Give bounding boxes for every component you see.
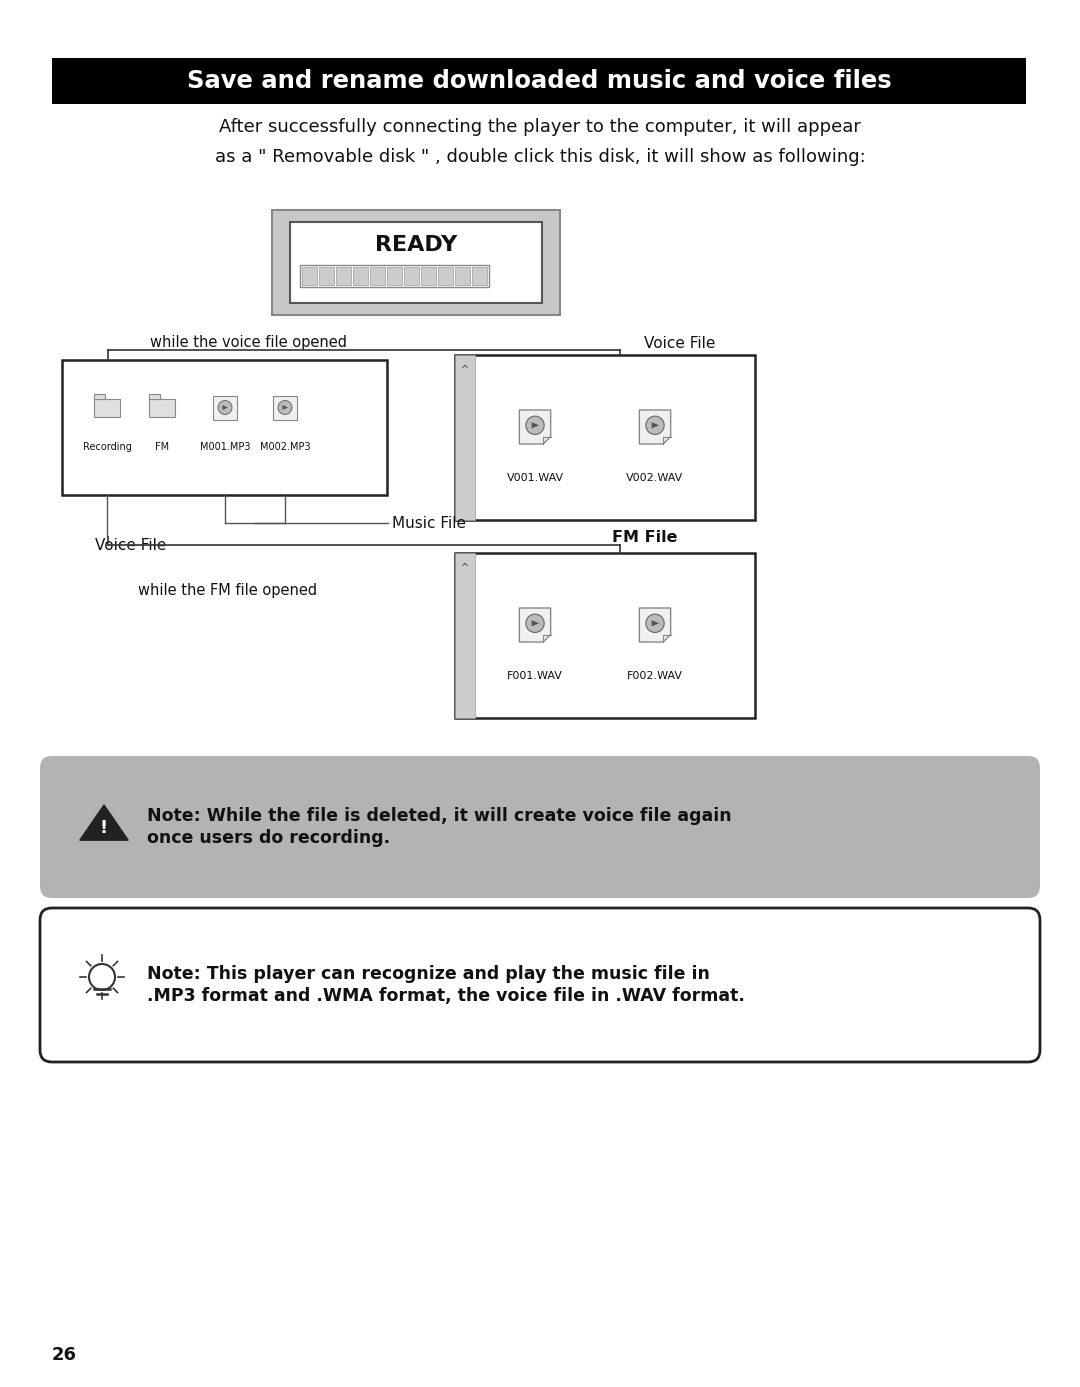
Text: F001.WAV: F001.WAV xyxy=(508,671,563,681)
Text: M002.MP3: M002.MP3 xyxy=(259,442,310,452)
Bar xyxy=(273,395,297,420)
Bar xyxy=(455,268,470,284)
Bar xyxy=(94,394,105,399)
Bar xyxy=(387,268,402,284)
Bar xyxy=(300,265,489,287)
Text: !: ! xyxy=(100,818,108,836)
Bar xyxy=(404,268,419,284)
Bar xyxy=(438,268,453,284)
Circle shape xyxy=(646,416,664,434)
Bar xyxy=(336,268,351,284)
Circle shape xyxy=(526,614,544,632)
Text: Voice File: Voice File xyxy=(95,538,166,552)
Bar xyxy=(149,394,160,399)
Text: .MP3 format and .WMA format, the voice file in .WAV format.: .MP3 format and .WMA format, the voice f… xyxy=(147,988,745,1006)
Circle shape xyxy=(278,401,292,415)
Text: Note: While the file is deleted, it will create voice file again: Note: While the file is deleted, it will… xyxy=(147,807,731,825)
Bar xyxy=(94,399,120,417)
Text: V001.WAV: V001.WAV xyxy=(507,473,564,483)
Polygon shape xyxy=(222,405,228,411)
Polygon shape xyxy=(80,804,129,841)
Text: M001.MP3: M001.MP3 xyxy=(200,442,251,452)
Polygon shape xyxy=(639,411,671,444)
Bar xyxy=(214,395,237,420)
Bar xyxy=(455,553,475,718)
Bar xyxy=(455,553,755,718)
Polygon shape xyxy=(519,608,551,642)
Polygon shape xyxy=(531,422,539,429)
Text: F002.WAV: F002.WAV xyxy=(627,671,683,681)
Bar xyxy=(370,268,384,284)
Bar xyxy=(455,355,755,520)
Bar xyxy=(302,268,318,284)
Bar xyxy=(149,399,175,417)
Text: while the FM file opened: while the FM file opened xyxy=(138,583,318,598)
Text: while the voice file opened: while the voice file opened xyxy=(149,336,347,351)
Text: Save and rename downloaded music and voice files: Save and rename downloaded music and voi… xyxy=(187,69,891,93)
Text: READY: READY xyxy=(375,234,457,255)
Text: once users do recording.: once users do recording. xyxy=(147,829,390,847)
Text: FM File: FM File xyxy=(612,530,678,545)
Bar xyxy=(353,268,368,284)
Circle shape xyxy=(646,614,664,632)
Bar xyxy=(272,209,561,315)
Text: After successfully connecting the player to the computer, it will appear: After successfully connecting the player… xyxy=(219,118,861,136)
Bar xyxy=(319,268,334,284)
Polygon shape xyxy=(531,620,539,627)
Text: as a " Removable disk " , double click this disk, it will show as following:: as a " Removable disk " , double click t… xyxy=(215,148,865,166)
Text: FM: FM xyxy=(154,442,170,452)
Polygon shape xyxy=(282,405,288,411)
Bar xyxy=(52,58,1026,104)
Bar xyxy=(455,355,475,520)
Text: ^: ^ xyxy=(461,365,469,374)
Circle shape xyxy=(526,416,544,434)
Text: V002.WAV: V002.WAV xyxy=(626,473,684,483)
Text: Voice File: Voice File xyxy=(645,336,716,351)
Text: 26: 26 xyxy=(52,1345,77,1363)
Polygon shape xyxy=(651,422,659,429)
Bar xyxy=(472,268,487,284)
FancyBboxPatch shape xyxy=(40,756,1040,897)
Polygon shape xyxy=(519,411,551,444)
Text: Note: This player can recognize and play the music file in: Note: This player can recognize and play… xyxy=(147,965,710,983)
Bar xyxy=(62,361,387,495)
FancyBboxPatch shape xyxy=(40,908,1040,1062)
Bar xyxy=(291,222,542,302)
Polygon shape xyxy=(639,608,671,642)
Text: ^: ^ xyxy=(461,563,469,573)
Polygon shape xyxy=(651,620,659,627)
Circle shape xyxy=(218,401,232,415)
Text: Music File: Music File xyxy=(392,516,465,530)
Text: Recording: Recording xyxy=(82,442,132,452)
Bar xyxy=(421,268,436,284)
